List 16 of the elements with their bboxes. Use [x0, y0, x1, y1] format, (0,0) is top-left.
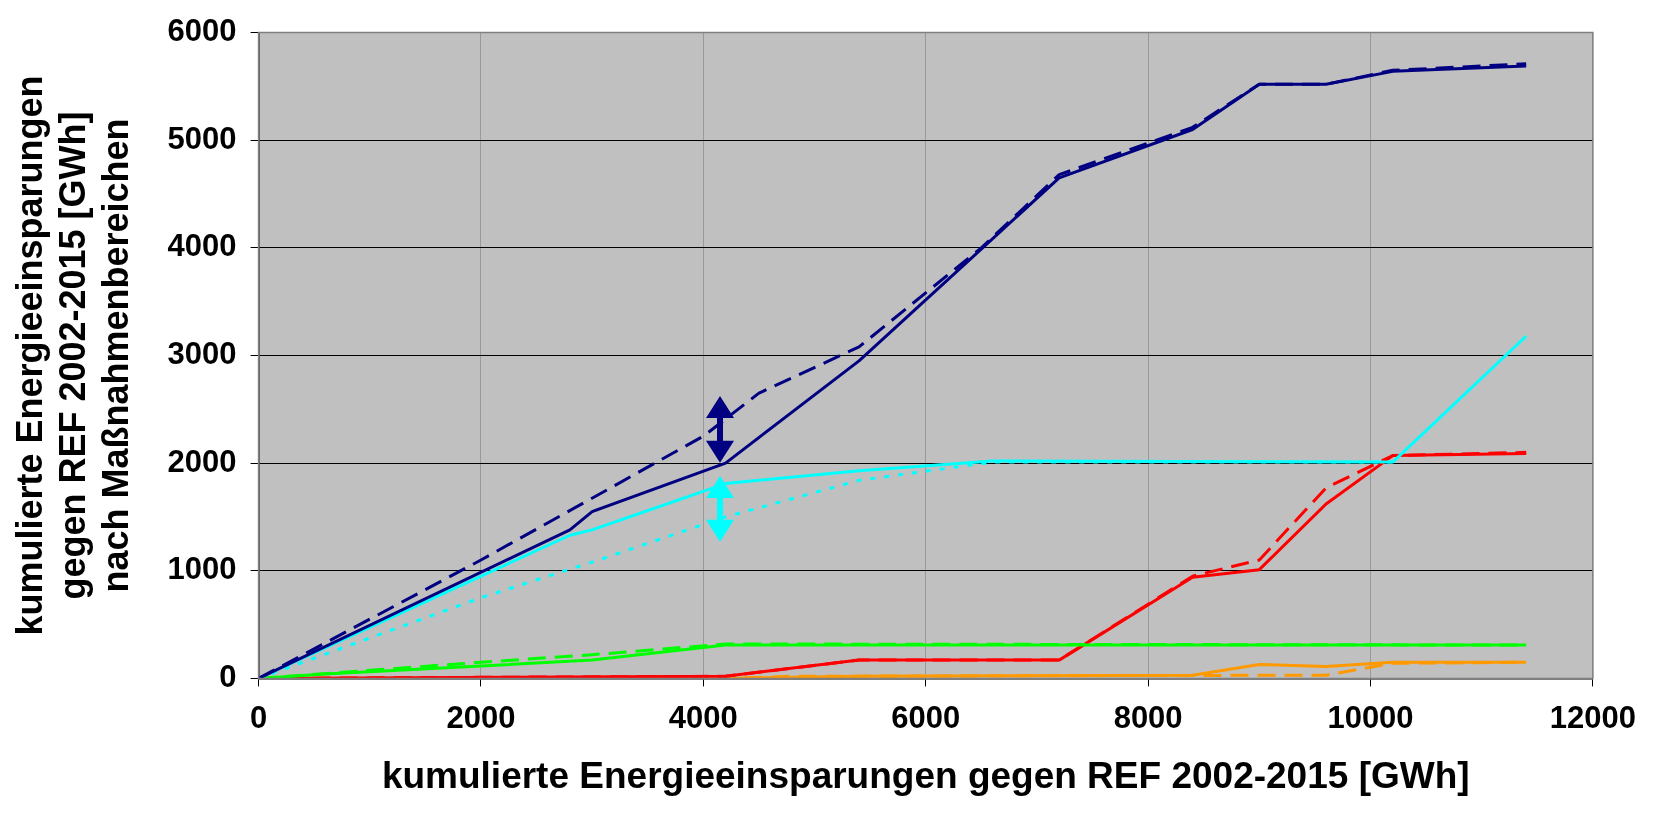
y-axis-title: kumulierte Energieeinsparungen gegen REF 2002-2015 [GWh] nach Maßnahmenbereichen	[8, 75, 136, 636]
x-tick-label: 4000	[668, 699, 738, 735]
y-tick-label: 3000	[167, 336, 237, 372]
y-tick-label: 5000	[167, 120, 237, 156]
x-tick-label: 0	[249, 699, 268, 735]
y-tick-label: 2000	[167, 443, 237, 479]
x-tick-label: 10000	[1327, 699, 1414, 735]
y-tick-label: 0	[219, 658, 237, 694]
x-tick-label: 8000	[1113, 699, 1183, 735]
x-tick-label: 6000	[891, 699, 961, 735]
y-tick-label: 4000	[167, 228, 237, 264]
x-axis-title: kumulierte Energieeinsparungen gegen REF 2002-2015 [GWh]	[381, 755, 1470, 796]
x-tick-label: 12000	[1549, 699, 1637, 735]
y-tick-label: 6000	[167, 13, 237, 49]
x-tick-label: 2000	[446, 699, 516, 735]
y-tick-label: 1000	[167, 551, 237, 587]
